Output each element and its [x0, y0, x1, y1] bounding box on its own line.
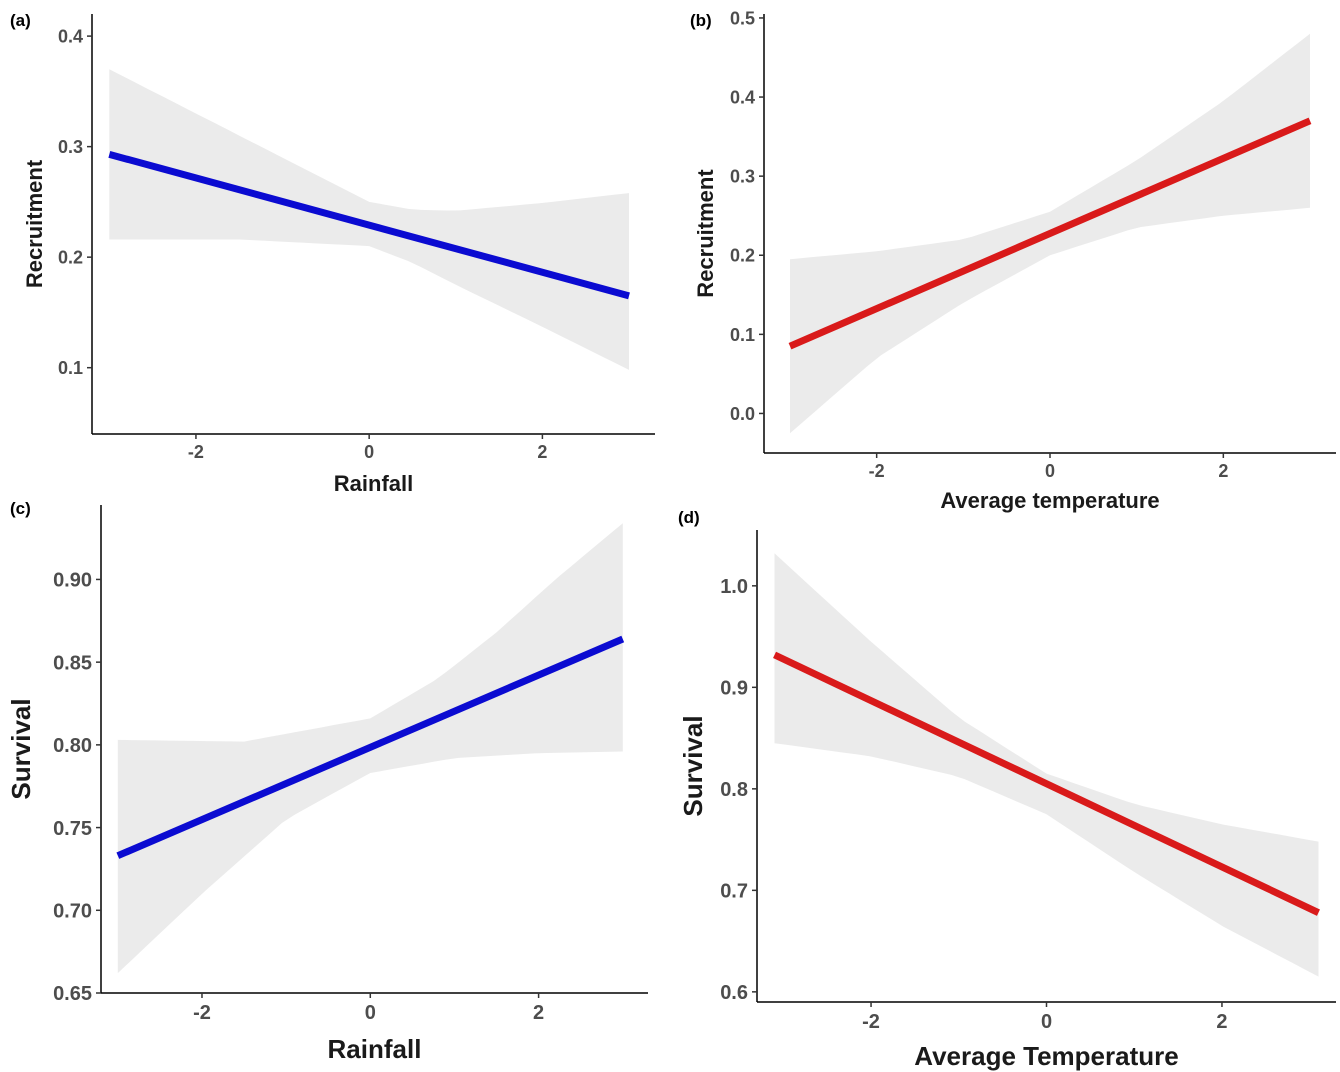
y-tick-label: 0.6 — [720, 982, 748, 1004]
y-tick-label: 0.2 — [730, 246, 755, 266]
x-axis-title: Average Temperature — [914, 1041, 1178, 1071]
y-tick-label: 0.85 — [53, 652, 92, 674]
fit-line — [773, 651, 1320, 916]
y-axis-title: Survival — [678, 715, 708, 816]
fit-line — [788, 117, 1312, 350]
y-tick-label: 0.4 — [58, 27, 83, 47]
x-tick-label: -2 — [862, 1011, 880, 1033]
y-tick-label: 0.4 — [730, 88, 755, 108]
y-tick-label: 0.8 — [720, 779, 748, 801]
y-tick-label: 0.7 — [720, 881, 748, 903]
panel-label: (c) — [10, 499, 31, 518]
panel-label: (a) — [10, 11, 31, 30]
y-tick-label: 0.65 — [53, 983, 92, 1005]
x-tick-label: 0 — [365, 1002, 376, 1024]
y-tick-label: 1.0 — [720, 576, 748, 598]
confidence-band — [774, 553, 1319, 977]
confidence-band — [109, 69, 630, 370]
x-tick-label: -2 — [188, 442, 204, 462]
x-tick-label: 2 — [537, 442, 547, 462]
x-tick-label: 0 — [1041, 1011, 1052, 1033]
y-tick-label: 0.3 — [58, 137, 83, 157]
y-axis-title: Recruitment — [693, 169, 718, 298]
y-tick-label: 0.75 — [53, 818, 92, 840]
y-tick-label: 0.70 — [53, 900, 92, 922]
panel-label: (d) — [678, 508, 700, 527]
x-tick-label: 2 — [533, 1002, 544, 1024]
x-tick-label: 0 — [364, 442, 374, 462]
panel-label: (b) — [690, 11, 712, 30]
chart-panel-a: 0.1 0.2 0.3 0.4 -2 0 2 Rainfall Recruitment (a) — [10, 11, 655, 496]
x-tick-label: -2 — [193, 1002, 211, 1024]
fit-line — [116, 635, 625, 859]
y-tick-label: 0.90 — [53, 570, 92, 592]
y-tick-label: 0.3 — [730, 167, 755, 187]
y-tick-label: 0.1 — [58, 358, 83, 378]
fit-line — [108, 150, 630, 300]
y-tick-label: 0.1 — [730, 325, 755, 345]
x-tick-label: -2 — [869, 461, 885, 481]
x-axis-title: Average temperature — [940, 488, 1159, 513]
chart-panel-b: 0.0 0.1 0.2 0.3 0.4 0.5 -2 0 2 Average temperatur… — [690, 8, 1336, 513]
x-axis-title: Rainfall — [328, 1034, 422, 1064]
y-tick-label: 0.0 — [730, 404, 755, 424]
chart-panel-d: 0.6 0.7 0.8 0.9 1.0 -2 0 2 Average Temperature Su… — [678, 508, 1336, 1071]
y-tick-label: 0.9 — [720, 678, 748, 700]
y-tick-label: 0.2 — [58, 248, 83, 268]
chart-panel-c: 0.65 0.70 0.75 0.80 0.85 0.90 -2 0 2 Rainfall Surv… — [6, 499, 648, 1064]
y-axis-title: Recruitment — [22, 159, 47, 288]
x-tick-label: 0 — [1045, 461, 1055, 481]
y-tick-label: 0.80 — [53, 735, 92, 757]
y-tick-label: 0.5 — [730, 8, 755, 28]
y-axis-title: Survival — [6, 698, 36, 799]
x-tick-label: 2 — [1218, 461, 1228, 481]
x-tick-label: 2 — [1216, 1011, 1227, 1033]
x-axis-title: Rainfall — [334, 471, 413, 496]
